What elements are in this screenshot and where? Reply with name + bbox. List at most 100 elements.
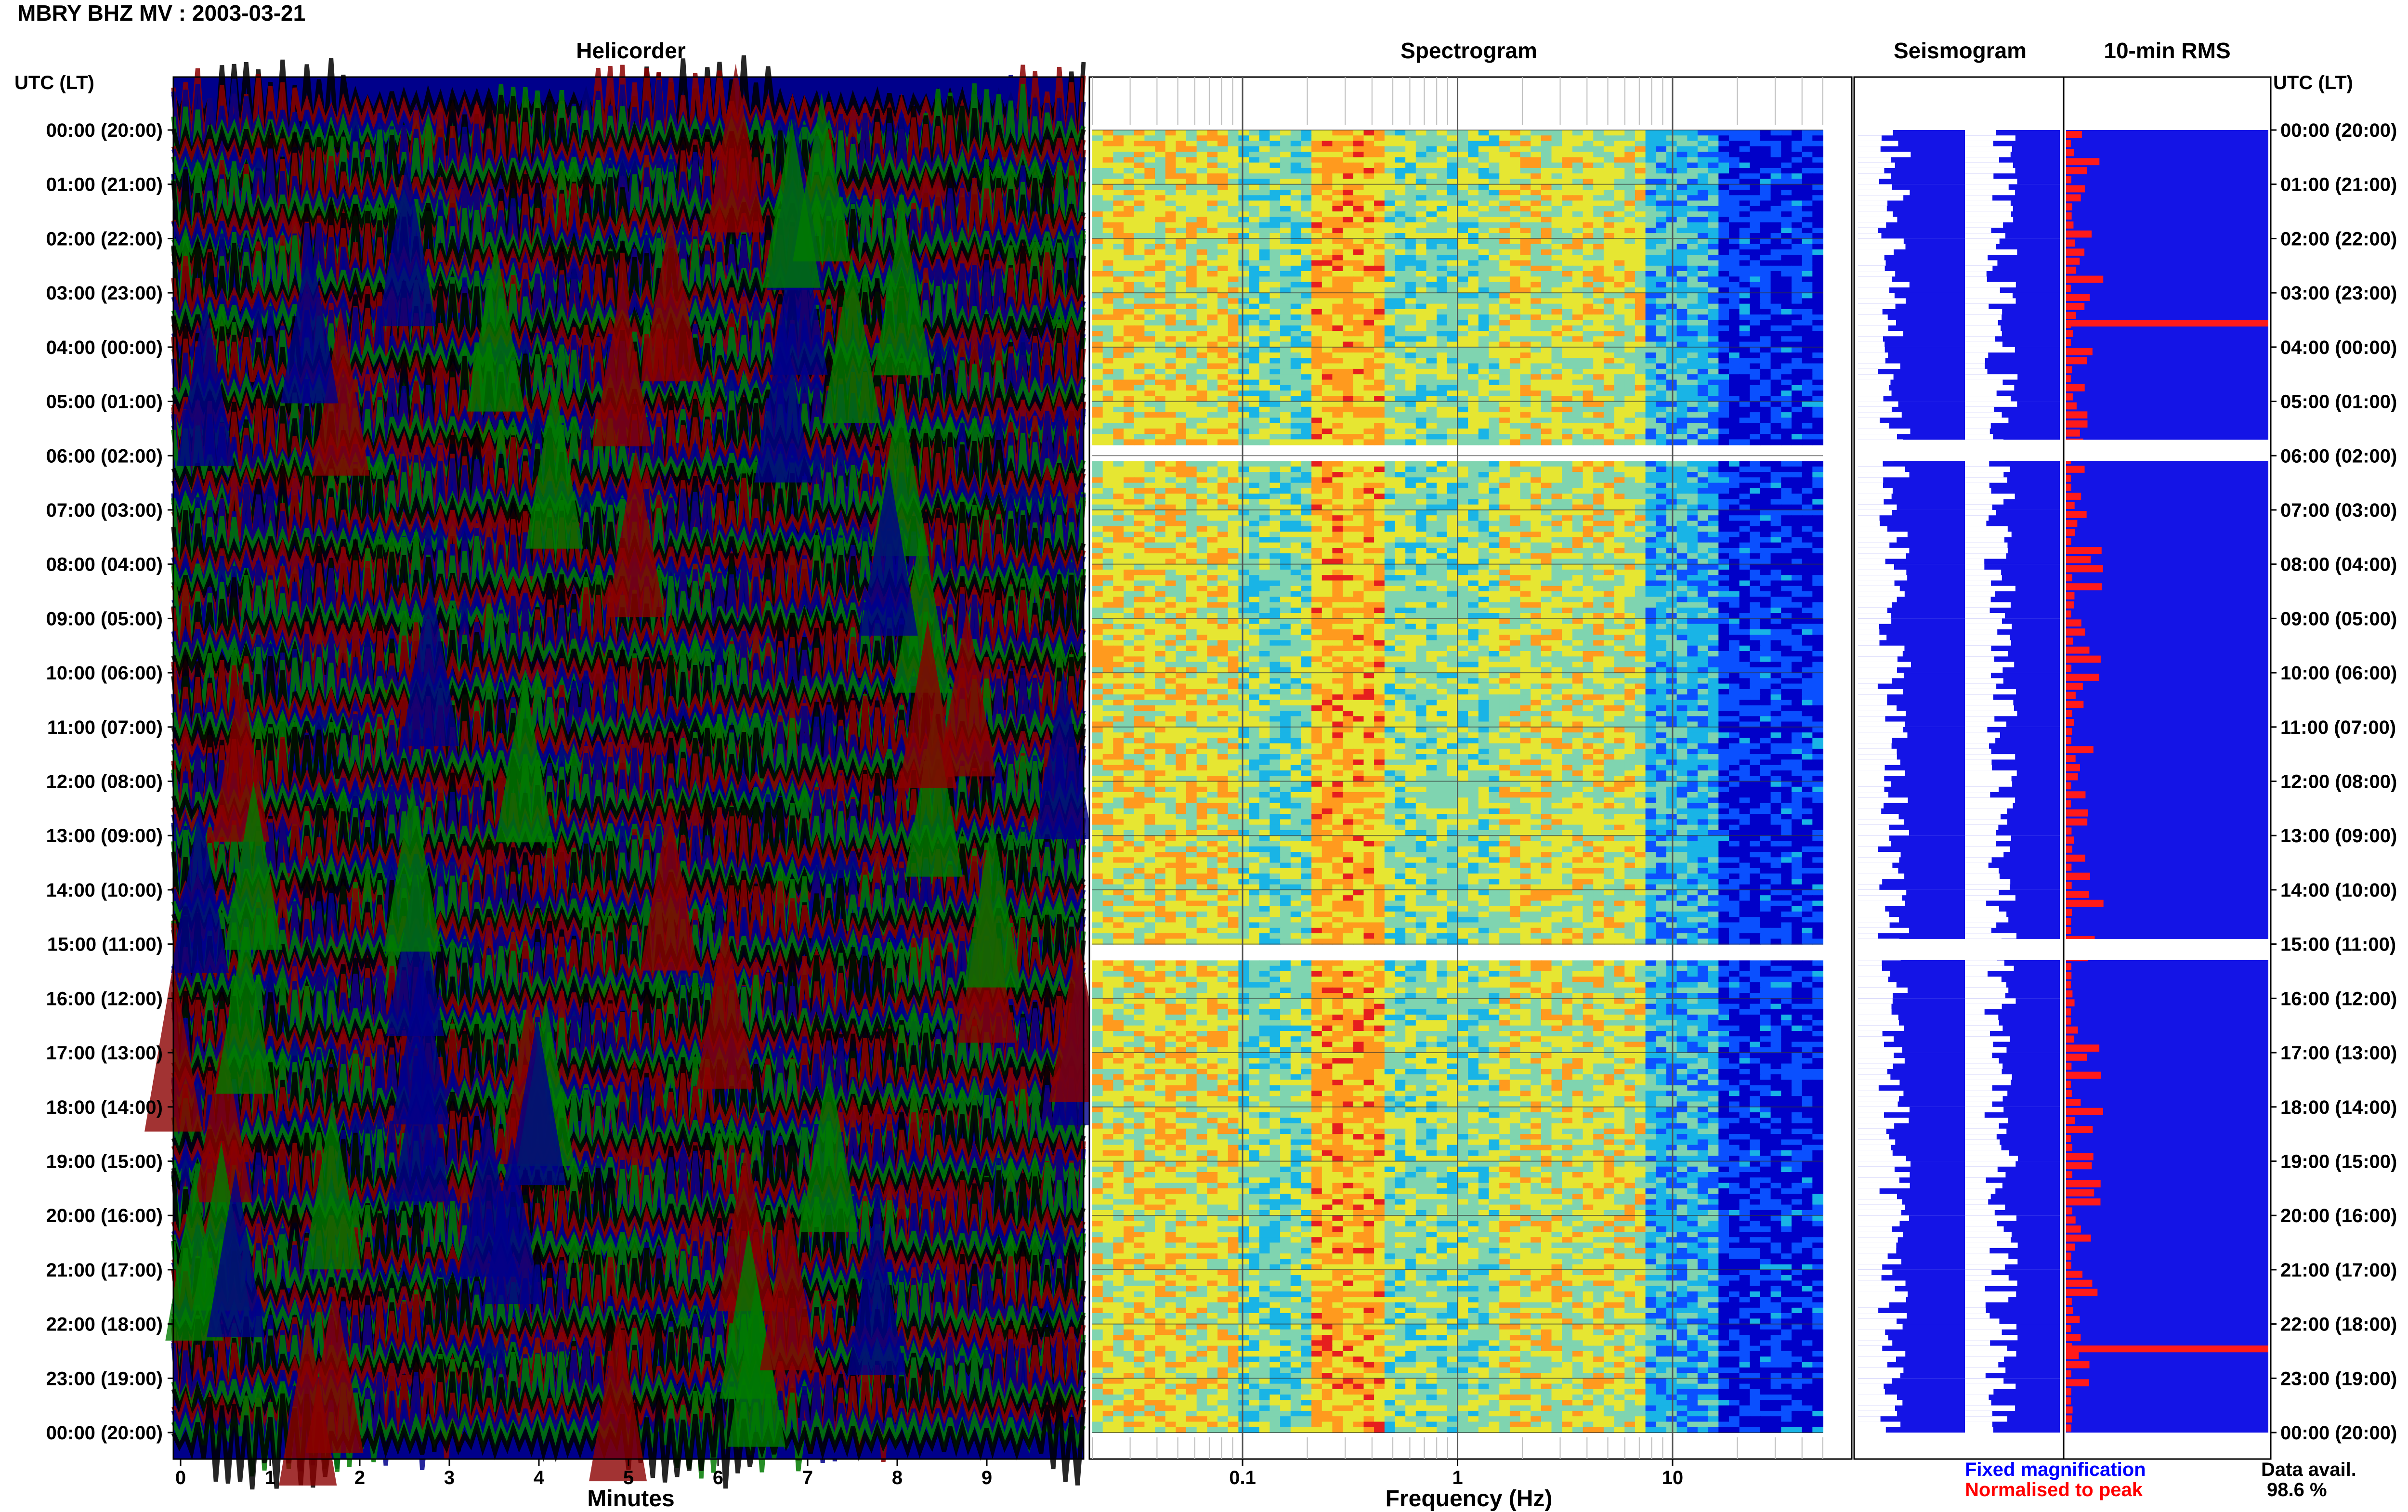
spectrogram-cell xyxy=(1353,309,1364,315)
spectrogram-cell xyxy=(1541,314,1552,320)
spectrogram-cell xyxy=(1718,249,1729,255)
spectrogram-cell xyxy=(1353,385,1364,391)
spectrogram-cell xyxy=(1291,206,1302,212)
spectrogram-cell xyxy=(1113,168,1124,174)
spectrogram-cell xyxy=(1740,276,1751,282)
spectrogram-cell xyxy=(1708,276,1719,282)
spectrogram-cell xyxy=(1792,249,1803,255)
spectrogram-cell xyxy=(1740,429,1751,434)
spectrogram-cell xyxy=(1144,320,1155,326)
spectrogram-cell xyxy=(1729,146,1740,152)
spectrogram-cell xyxy=(1197,228,1208,234)
spectrogram-cell xyxy=(1374,374,1385,380)
spectrogram-cell xyxy=(1176,358,1187,364)
spectrogram-cell xyxy=(1458,483,1469,489)
spectrogram-cell xyxy=(1479,374,1490,380)
spectrogram-cell xyxy=(1197,201,1208,207)
spectrogram-cell xyxy=(1374,488,1385,494)
spectrogram-cell xyxy=(1583,429,1594,434)
spectrogram-cell xyxy=(1364,276,1375,282)
spectrogram-cell xyxy=(1228,141,1239,147)
spectrogram-cell xyxy=(1364,309,1375,315)
spectrogram-cell xyxy=(1740,402,1751,407)
spectrogram-cell xyxy=(1155,266,1166,272)
spectrogram-cell xyxy=(1269,190,1281,196)
spectrogram-cell xyxy=(1113,190,1124,196)
spectrogram-cell xyxy=(1792,467,1803,472)
spectrogram-cell xyxy=(1165,439,1177,445)
spectrogram-cell xyxy=(1197,434,1208,440)
spectrogram-cell xyxy=(1812,402,1823,407)
spectrogram-cell xyxy=(1343,244,1354,250)
spectrogram-cell xyxy=(1792,146,1803,152)
spectrogram-cell xyxy=(1311,314,1322,320)
spectrogram-cell xyxy=(1092,499,1103,505)
spectrogram-cell xyxy=(1572,499,1584,505)
spectrogram-cell xyxy=(1624,467,1636,472)
spectrogram-cell xyxy=(1604,467,1615,472)
spectrogram-cell xyxy=(1197,152,1208,157)
spectrogram-cell xyxy=(1426,141,1438,147)
spectrogram-cell xyxy=(1698,434,1709,440)
spectrogram-cell xyxy=(1718,407,1729,413)
spectrogram-cell xyxy=(1217,228,1229,234)
spectrogram-cell xyxy=(1718,217,1729,222)
spectrogram-cell xyxy=(1479,364,1490,369)
spectrogram-cell xyxy=(1562,477,1573,483)
spectrogram-cell xyxy=(1458,423,1469,429)
spectrogram-cell xyxy=(1499,352,1510,358)
spectrogram-cell xyxy=(1385,461,1396,467)
spectrogram-cell xyxy=(1624,293,1636,299)
spectrogram-cell xyxy=(1458,276,1469,282)
spectrogram-cell xyxy=(1541,298,1552,304)
spectrogram-cell xyxy=(1520,141,1531,147)
spectrogram-cell xyxy=(1353,429,1364,434)
spectrogram-cell xyxy=(1416,488,1427,494)
spectrogram-cell xyxy=(1562,293,1573,299)
spectrogram-cell xyxy=(1698,336,1709,342)
spectrogram-cell xyxy=(1479,211,1490,217)
spectrogram-cell xyxy=(1531,488,1542,494)
spectrogram-cell xyxy=(1165,261,1177,266)
spectrogram-cell xyxy=(1562,135,1573,141)
spectrogram-cell xyxy=(1311,326,1322,331)
spectrogram-cell xyxy=(1677,488,1688,494)
spectrogram-cell xyxy=(1541,423,1552,429)
spectrogram-cell xyxy=(1259,190,1270,196)
spectrogram-cell xyxy=(1593,494,1604,499)
spectrogram-cell xyxy=(1489,326,1500,331)
spectrogram-cell xyxy=(1385,211,1396,217)
spectrogram-cell xyxy=(1395,429,1406,434)
spectrogram-cell xyxy=(1385,391,1396,396)
spectrogram-cell xyxy=(1604,238,1615,244)
spectrogram-cell xyxy=(1760,271,1771,277)
spectrogram-cell xyxy=(1646,163,1657,169)
spectrogram-cell xyxy=(1771,298,1782,304)
spectrogram-cell xyxy=(1332,244,1343,250)
spectrogram-cell xyxy=(1552,347,1563,353)
spectrogram-cell xyxy=(1217,309,1229,315)
spectrogram-cell xyxy=(1666,190,1677,196)
spectrogram-cell xyxy=(1510,439,1521,445)
spectrogram-cell xyxy=(1646,255,1657,261)
spectrogram-cell xyxy=(1646,331,1657,337)
spectrogram-cell xyxy=(1426,282,1438,288)
spectrogram-cell xyxy=(1364,331,1375,337)
spectrogram-cell xyxy=(1134,347,1145,353)
spectrogram-cell xyxy=(1520,402,1531,407)
spectrogram-cell xyxy=(1332,488,1343,494)
spectrogram-cell xyxy=(1124,130,1135,136)
spectrogram-cell xyxy=(1416,255,1427,261)
spectrogram-cell xyxy=(1489,488,1500,494)
spectrogram-cell xyxy=(1760,352,1771,358)
spectrogram-cell xyxy=(1458,434,1469,440)
spectrogram-cell xyxy=(1217,238,1229,244)
spectrogram-cell xyxy=(1113,135,1124,141)
spectrogram-cell xyxy=(1792,255,1803,261)
spectrogram-cell xyxy=(1238,206,1249,212)
spectrogram-cell xyxy=(1447,271,1458,277)
spectrogram-cell xyxy=(1677,369,1688,375)
spectrogram-cell xyxy=(1176,304,1187,310)
spectrogram-cell xyxy=(1708,266,1719,272)
spectrogram-cell xyxy=(1124,467,1135,472)
